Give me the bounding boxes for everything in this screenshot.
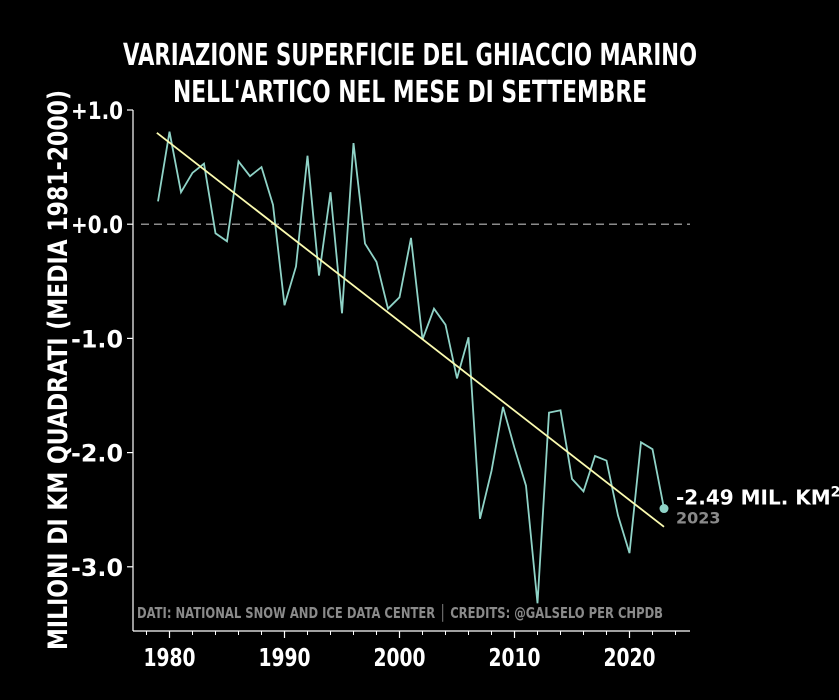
y-tick-label: -1.0	[71, 325, 123, 353]
x-tick-label: 2000	[374, 643, 426, 672]
x-tick-label: 2010	[489, 643, 541, 672]
x-tick-label: 2020	[604, 643, 656, 672]
y-tick-label: +0.0	[71, 211, 123, 239]
y-tick-label: +1.0	[71, 97, 123, 125]
endpoint-marker	[659, 504, 669, 514]
x-tick-label: 1980	[144, 643, 196, 672]
chart-title-line-2: NELL'ARTICO NEL MESE DI SETTEMBRE	[173, 75, 647, 110]
y-tick-label: -3.0	[71, 554, 123, 582]
endpoint-year-label: 2023	[676, 509, 721, 528]
series-points	[158, 132, 664, 604]
x-ticks: 1980 1990 2000 2010 2020	[144, 631, 676, 672]
endpoint-value-label: -2.49 MIL. KM2	[676, 485, 839, 510]
y-axis-label: MILIONI DI KM QUADRATI (MEDIA 1981-2000)	[43, 90, 74, 650]
source-credits-annotation: DATI: NATIONAL SNOW AND ICE DATA CENTER …	[137, 603, 663, 622]
x-tick-label: 1990	[259, 643, 311, 672]
series-line-sea-ice-anomaly	[157, 131, 665, 604]
y-ticks: +1.0 +0.0 -1.0 -2.0 -3.0	[71, 97, 133, 582]
chart-title-line-1: VARIAZIONE SUPERFICIE DEL GHIACCIO MARIN…	[123, 38, 697, 73]
trend-line	[156, 132, 665, 528]
y-tick-label: -2.0	[71, 440, 123, 468]
